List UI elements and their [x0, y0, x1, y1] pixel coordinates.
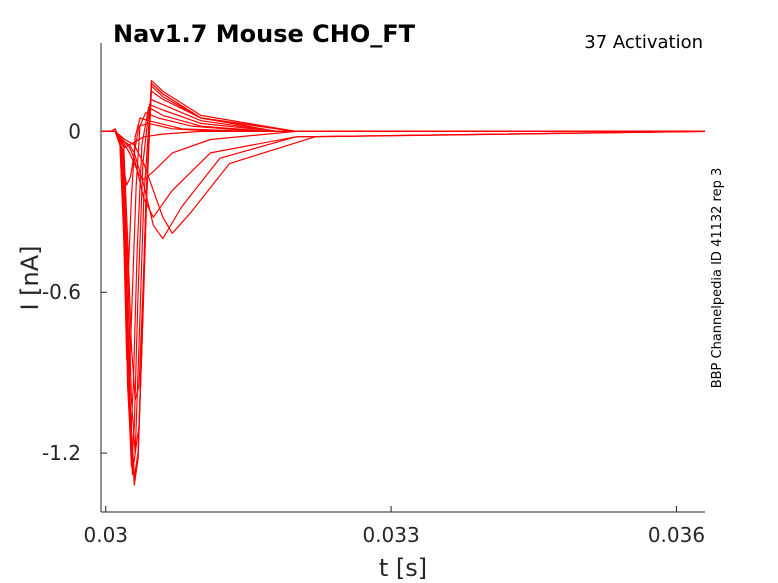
series-line-6 [101, 103, 705, 467]
side-note: BBP Channelpedia ID 41132 rep 3 [710, 168, 725, 389]
x-axis-label: t [s] [379, 554, 427, 582]
x-tick-label: 0.03 [83, 523, 128, 547]
chart-title: Nav1.7 Mouse CHO_FT [113, 20, 416, 48]
chart-subtitle: 37 Activation [584, 32, 703, 53]
y-axis-label: I [nA] [16, 245, 44, 310]
series-line-5 [101, 106, 705, 441]
x-tick-label: 0.033 [362, 523, 419, 547]
series-line-15 [101, 130, 706, 240]
ticks: 0.03 0.033 0.036 0 -0.6 -1.2 [42, 119, 705, 547]
series-line-16 [101, 130, 706, 234]
series-line-12 [101, 85, 705, 400]
series-line-9 [101, 82, 705, 486]
series-line-7 [101, 98, 705, 476]
series-line-11 [101, 82, 705, 454]
series-line-8 [101, 90, 705, 478]
series-line-3 [101, 117, 705, 280]
y-tick-label: 0 [68, 119, 81, 143]
series-line-10 [101, 79, 705, 481]
axes [100, 43, 705, 513]
x-tick-label: 0.036 [648, 523, 705, 547]
series-line-13 [101, 130, 705, 181]
series-group [101, 79, 706, 486]
series-line-4 [101, 112, 705, 374]
y-tick-label: -1.2 [42, 441, 81, 465]
y-tick-label: -0.6 [42, 280, 81, 304]
series-line-14 [101, 130, 706, 218]
